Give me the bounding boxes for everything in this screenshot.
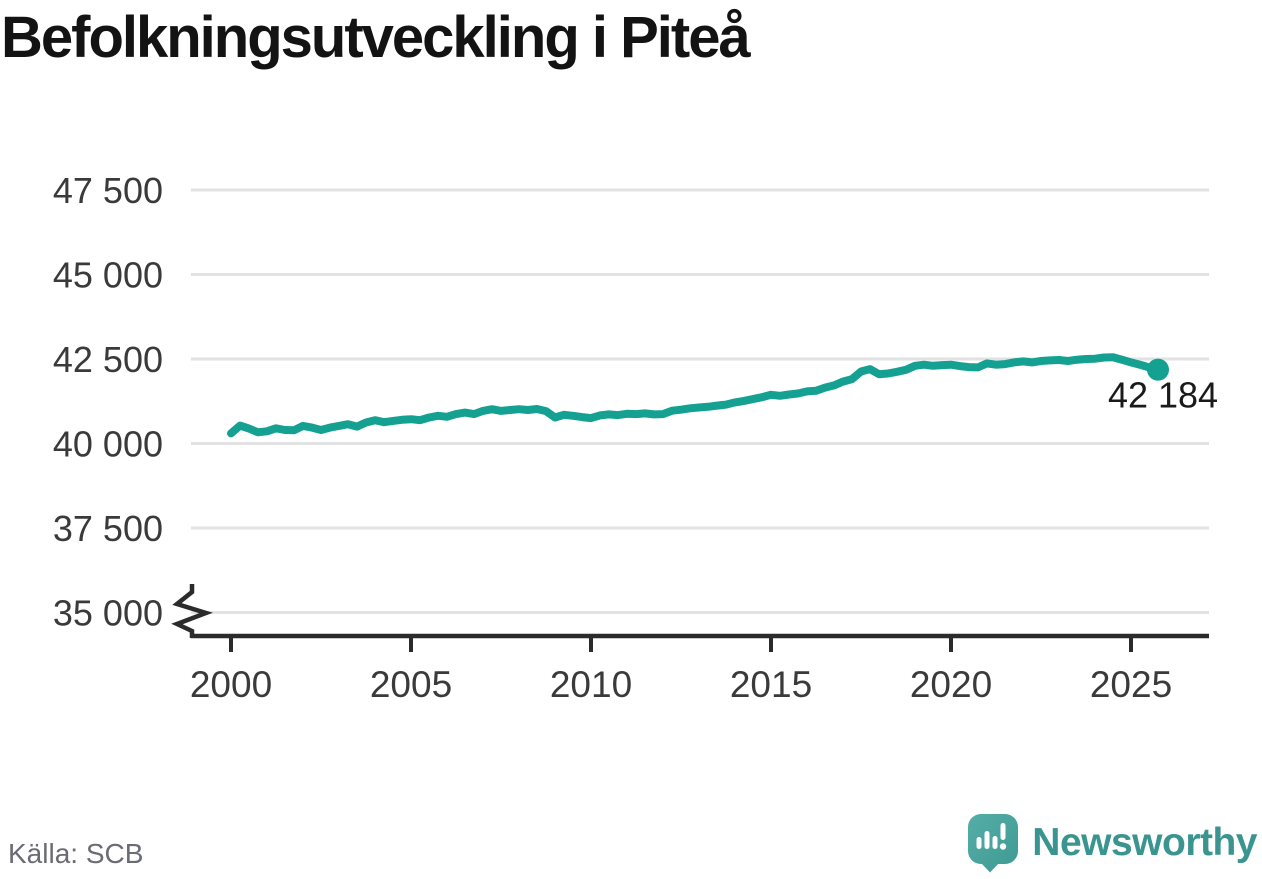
y-axis-tick-label: 47 500 bbox=[53, 170, 163, 211]
end-point-dot bbox=[1147, 358, 1169, 381]
newsworthy-wordmark: Newsworthy bbox=[1032, 821, 1257, 864]
bar-chart-glyph bbox=[976, 823, 1007, 850]
y-axis-tick-label: 35 000 bbox=[53, 593, 163, 634]
end-value-label: 42 184 bbox=[1108, 375, 1218, 416]
x-axis-tick-label: 2005 bbox=[370, 664, 452, 705]
axis-break-icon bbox=[171, 584, 213, 638]
x-axis-ticks bbox=[229, 638, 1133, 652]
x-axis-labels: 2000 2005 2010 2015 2020 2025 bbox=[190, 664, 1172, 705]
y-axis-labels: 47 500 45 000 42 500 40 000 37 500 35 000 bbox=[53, 170, 163, 634]
y-axis-tick-label: 37 500 bbox=[53, 508, 163, 549]
x-axis-tick-label: 2020 bbox=[910, 664, 992, 705]
page-title: Befolkningsutveckling i Piteå bbox=[1, 5, 751, 70]
gridlines bbox=[191, 188, 1209, 614]
y-axis-tick-label: 45 000 bbox=[53, 255, 163, 296]
newsworthy-logo-icon bbox=[968, 814, 1019, 873]
y-axis-tick-label: 42 500 bbox=[53, 339, 163, 380]
y-axis-tick-label: 40 000 bbox=[53, 424, 163, 465]
x-axis-tick-label: 2010 bbox=[550, 664, 632, 705]
population-line bbox=[227, 353, 1162, 438]
x-axis-tick-label: 2015 bbox=[730, 664, 812, 705]
source-label: Källa: SCB bbox=[8, 838, 144, 869]
x-axis-tick-label: 2025 bbox=[1090, 664, 1172, 705]
newsworthy-logo: Newsworthy bbox=[967, 813, 1257, 873]
x-axis-tick-label: 2000 bbox=[190, 664, 272, 705]
